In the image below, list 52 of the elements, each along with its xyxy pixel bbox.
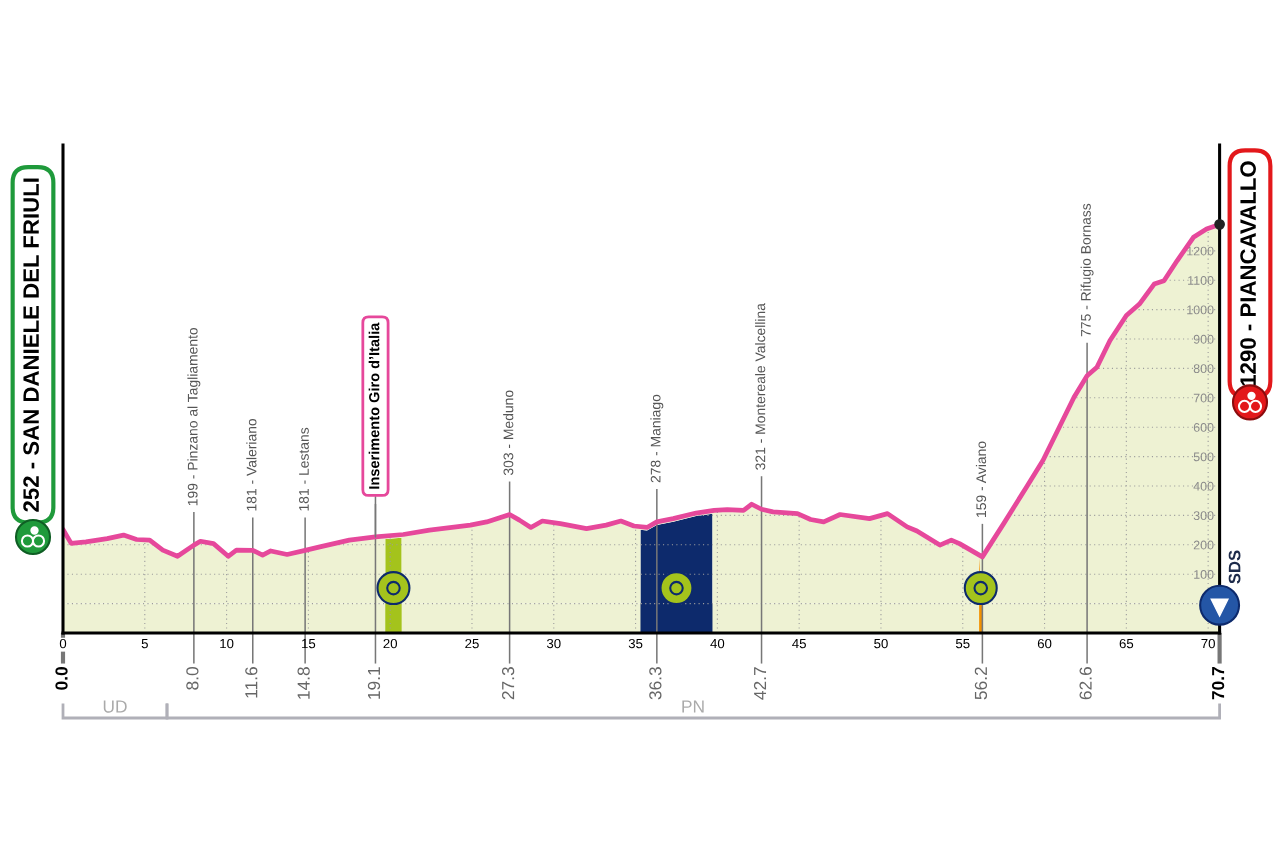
x2-tick-label: 0.0 <box>55 667 68 690</box>
x-tick-label: 60 <box>1037 638 1052 649</box>
ref-line-label: 181 - Valeriano <box>246 418 257 511</box>
x2-tick-label: 36.3 <box>649 667 662 700</box>
x2-tick-label: 11.6 <box>245 667 258 698</box>
x2-tick-label: 70.7 <box>1211 667 1225 700</box>
y-tick-label: 100 <box>1194 570 1214 579</box>
x-tick-label: 35 <box>628 638 643 649</box>
x2-tick-label: 27.3 <box>501 667 515 700</box>
x-tick-label: 50 <box>874 638 888 649</box>
x-tick-label: 45 <box>792 639 806 649</box>
y-tick-label: 800 <box>1193 364 1214 374</box>
x-tick-label: 15 <box>302 639 316 649</box>
x-tick-label: 5 <box>141 639 148 649</box>
text: SDS <box>1228 550 1241 584</box>
x-tick-label: 0 <box>59 638 67 649</box>
text: PN <box>682 700 704 713</box>
text: UD <box>103 700 127 713</box>
annotation: Inserimento Giro d’Italia <box>368 322 380 489</box>
x2-tick-label: 19.1 <box>367 667 381 699</box>
annotation: 252 - SAN DANIELE DEL FRIULI <box>23 178 39 512</box>
y-tick-label: 600 <box>1193 423 1214 432</box>
y-tick-label: 1200 <box>1187 246 1214 256</box>
x2-tick-label: 8.0 <box>186 667 199 690</box>
x-tick-label: 65 <box>1119 638 1134 649</box>
x-tick-label: 55 <box>955 639 970 649</box>
y-tick-label: 900 <box>1193 334 1214 344</box>
ref-line-label: 775 - Rifugio Bornass <box>1080 203 1094 337</box>
ref-line-label: 321 - Montereale Valcellina <box>755 303 766 470</box>
x-tick-label: 40 <box>710 638 725 649</box>
y-tick-label: 200 <box>1193 540 1214 550</box>
y-tick-label: 400 <box>1193 481 1214 491</box>
x-tick-label: 20 <box>383 638 398 649</box>
ref-line-label: 303 - Meduno <box>503 390 514 476</box>
y-tick-label: 500 <box>1193 452 1214 462</box>
x2-tick-label: 62.6 <box>1079 667 1092 700</box>
x-tick-label: 25 <box>465 638 479 649</box>
y-tick-label: 700 <box>1193 393 1214 403</box>
x-tick-label: 70 <box>1201 638 1215 649</box>
y-tick-label: 1000 <box>1187 305 1214 315</box>
annotation: 1290 - PIANCAVALLO <box>1240 161 1256 386</box>
y-tick-label: 300 <box>1193 511 1214 521</box>
x2-tick-label: 56.2 <box>974 667 988 700</box>
x2-tick-label: 42.7 <box>753 667 767 700</box>
x-tick-label: 10 <box>220 638 234 649</box>
y-tick-label: 1100 <box>1188 276 1214 285</box>
x2-tick-label: 14.8 <box>297 667 310 699</box>
ref-line-label: 159 - Aviano <box>975 441 987 517</box>
ref-line-label: 181 - Lestans <box>299 427 309 511</box>
x-tick-label: 30 <box>546 638 561 649</box>
ref-line-label: 278 - Maniago <box>650 394 664 483</box>
ref-line-label: 199 - Pinzano al Tagliamento <box>187 327 201 506</box>
